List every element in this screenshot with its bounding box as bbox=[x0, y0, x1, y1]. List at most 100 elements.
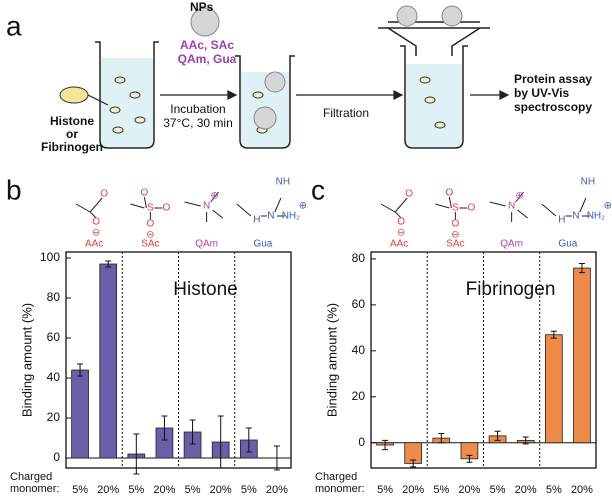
atom-label: NH₂ bbox=[282, 211, 300, 222]
y-tick-label: 0 bbox=[358, 435, 365, 449]
x-tick-label: 5% bbox=[241, 484, 257, 496]
bond bbox=[143, 196, 147, 209]
error-bar bbox=[382, 439, 389, 451]
error-bar bbox=[105, 260, 112, 268]
y-tick-label: 20 bbox=[352, 389, 366, 403]
atom-label: O bbox=[146, 219, 154, 230]
chart-title: Fibrinogen bbox=[466, 279, 556, 300]
atom-label: ⊖ bbox=[397, 228, 405, 239]
error-bar bbox=[217, 415, 224, 469]
panel-label: c bbox=[311, 174, 325, 205]
error-bar bbox=[438, 433, 445, 444]
atom-label: NH bbox=[276, 177, 290, 188]
monomer-label: AAc, SAc bbox=[180, 38, 234, 52]
x-tick-label: 5% bbox=[72, 484, 88, 496]
step-label: Incubation bbox=[170, 102, 225, 116]
y-tick-label: 0 bbox=[53, 450, 60, 464]
atom-label: ⊖ bbox=[92, 228, 100, 239]
y-tick-label: 60 bbox=[47, 330, 61, 344]
error-bar bbox=[494, 430, 501, 441]
atom-label: O bbox=[162, 203, 170, 214]
error-bar bbox=[466, 454, 473, 463]
atom-label: N bbox=[267, 211, 274, 222]
x-tick-label: 5% bbox=[128, 484, 144, 496]
bar bbox=[544, 334, 563, 444]
protein-label: or bbox=[66, 127, 78, 141]
atom-label: N bbox=[203, 201, 210, 212]
group-label: QAm bbox=[195, 239, 218, 250]
result-label: spectroscopy bbox=[514, 100, 592, 114]
y-tick-label: 100 bbox=[40, 250, 60, 264]
bond bbox=[130, 203, 145, 209]
bond bbox=[210, 191, 220, 203]
atom-label: ⊖ bbox=[146, 230, 154, 241]
bar bbox=[573, 267, 591, 444]
x-tick-label: 20% bbox=[266, 484, 288, 496]
bond bbox=[236, 203, 252, 217]
x-tick-label: 5% bbox=[490, 484, 506, 496]
x-axis-label: Charged bbox=[315, 471, 357, 483]
bond bbox=[184, 201, 201, 207]
atom-label: N bbox=[508, 201, 515, 212]
atom-label: S bbox=[452, 203, 459, 214]
group-label: QAm bbox=[500, 239, 523, 250]
y-tick-label: 40 bbox=[352, 343, 366, 357]
error-bar bbox=[522, 436, 529, 445]
bond bbox=[489, 201, 506, 207]
x-tick-label: 5% bbox=[433, 484, 449, 496]
atom-label: O bbox=[467, 203, 475, 214]
x-axis-label: monomer: bbox=[10, 483, 60, 495]
atom-label: ⊕ bbox=[515, 191, 523, 202]
bond bbox=[579, 197, 587, 213]
x-tick-label: 20% bbox=[458, 484, 480, 496]
protein-label: Fibrinogen bbox=[41, 140, 103, 154]
y-axis-label: Binding amount (%) bbox=[19, 303, 34, 417]
bond bbox=[394, 197, 408, 213]
x-axis-label: monomer: bbox=[315, 483, 365, 495]
y-tick-label: 20 bbox=[47, 410, 61, 424]
atom-label: H bbox=[253, 215, 260, 226]
atom-label: O bbox=[451, 219, 459, 230]
error-bar bbox=[410, 459, 417, 468]
arrows bbox=[87, 90, 510, 106]
error-bar bbox=[189, 419, 196, 445]
x-tick-label: 20% bbox=[571, 484, 593, 496]
bond bbox=[75, 203, 91, 213]
bond bbox=[515, 191, 525, 203]
result-label: by UV-Vis bbox=[514, 86, 569, 100]
monomer-label: QAm, Gua bbox=[178, 52, 237, 66]
error-bar bbox=[133, 433, 140, 475]
step-label: 37°C, 30 min bbox=[163, 116, 233, 130]
bond bbox=[541, 203, 557, 217]
y-tick-label: 60 bbox=[352, 297, 366, 311]
x-tick-label: 5% bbox=[377, 484, 393, 496]
bond bbox=[89, 197, 103, 213]
bar bbox=[99, 263, 118, 459]
atom-label: ⊕ bbox=[604, 201, 612, 212]
bond bbox=[448, 196, 452, 209]
atom-label: O bbox=[92, 217, 100, 228]
bond bbox=[274, 197, 282, 213]
bar bbox=[71, 369, 89, 459]
atom-label: ⊕ bbox=[299, 201, 307, 212]
error-bar bbox=[578, 262, 585, 274]
bond bbox=[517, 209, 528, 219]
bond bbox=[89, 211, 97, 219]
panel-label: b bbox=[6, 174, 22, 205]
x-tick-label: 20% bbox=[402, 484, 424, 496]
atom-label: NH bbox=[581, 177, 595, 188]
atom-label: O bbox=[397, 217, 405, 228]
atom-label: ⊖ bbox=[451, 230, 459, 241]
y-axis-label: Binding amount (%) bbox=[324, 303, 339, 417]
y-tick-label: 40 bbox=[47, 370, 61, 384]
atom-label: H bbox=[558, 215, 565, 226]
beaker bbox=[95, 21, 490, 149]
group-label: AAc bbox=[390, 239, 408, 250]
y-tick-label: 80 bbox=[47, 290, 61, 304]
protein-label: Histone bbox=[50, 114, 94, 128]
error-bar bbox=[161, 415, 168, 441]
result-label: Protein assay bbox=[514, 72, 592, 86]
group-label: SAc bbox=[446, 239, 464, 250]
